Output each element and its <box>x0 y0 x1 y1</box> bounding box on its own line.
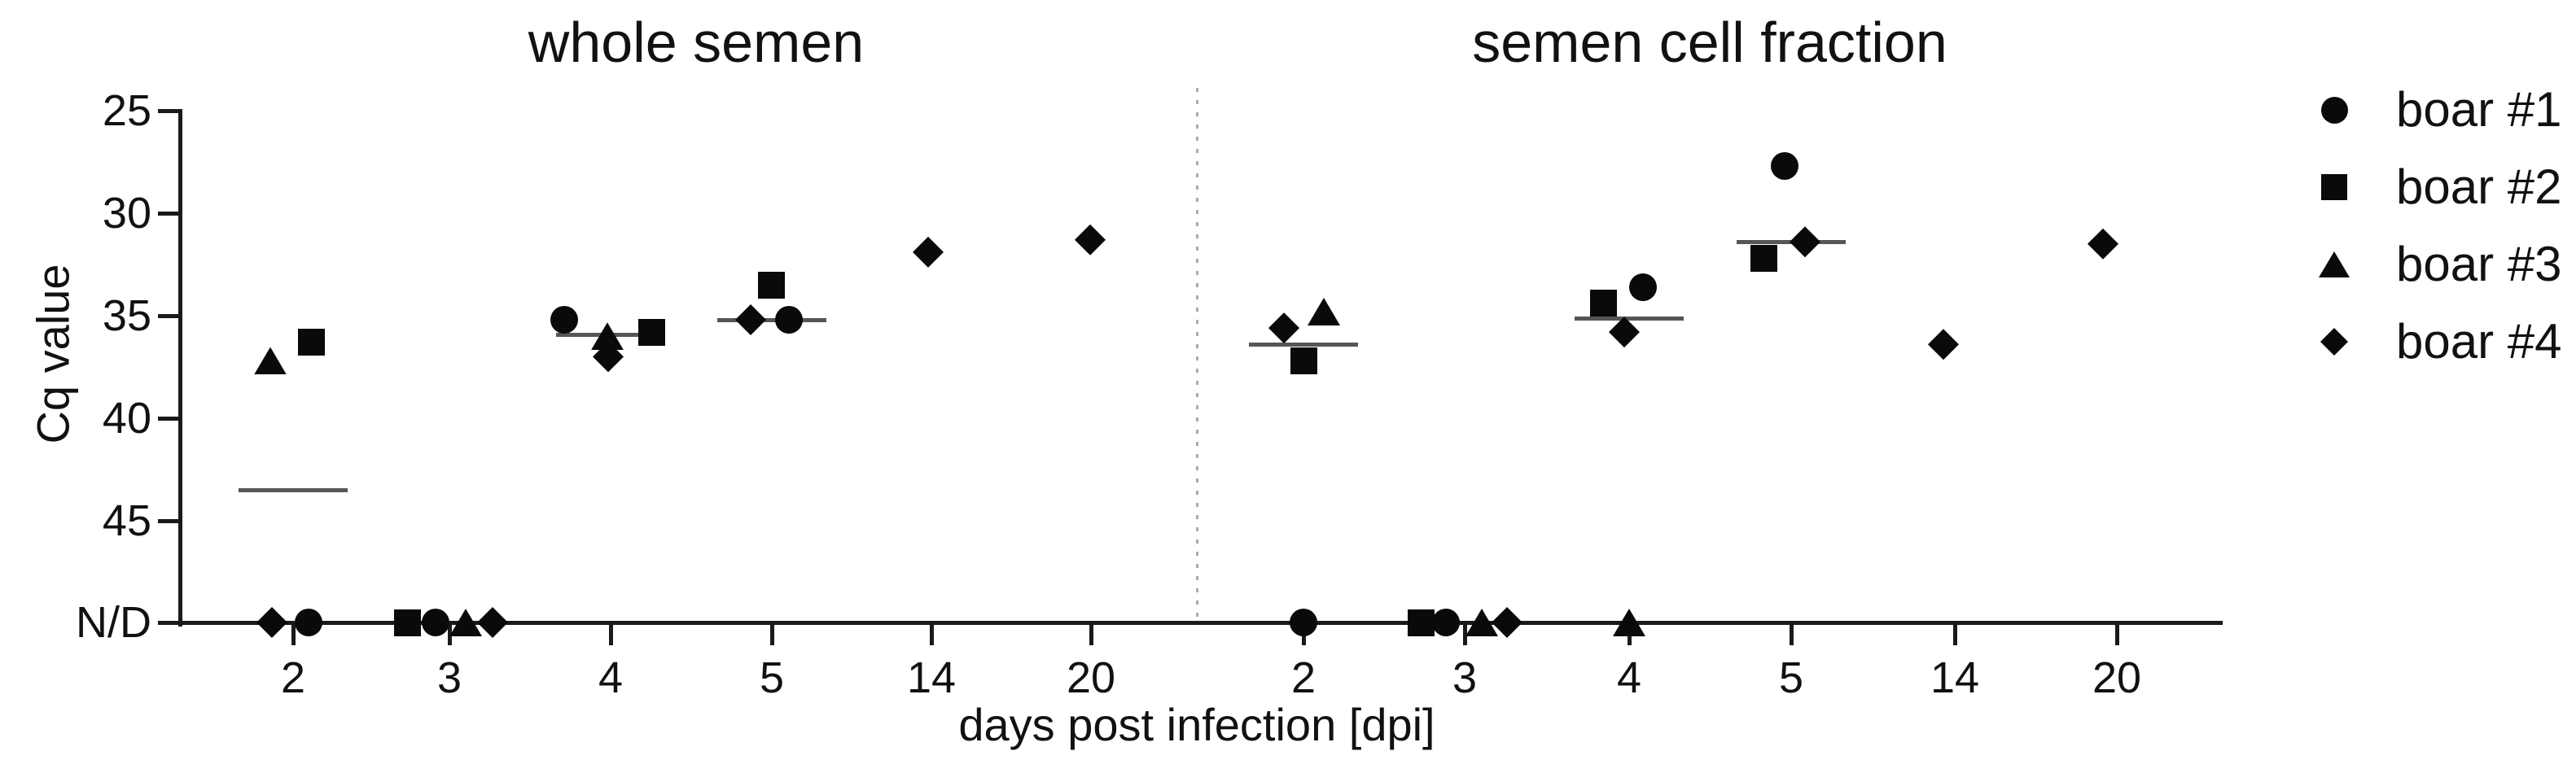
y-tick-label: 45 <box>102 496 151 545</box>
x-axis-title: days post infection [dpi] <box>958 699 1435 750</box>
point-triangle <box>254 347 287 375</box>
point-square <box>1407 609 1435 636</box>
point-diamond <box>2088 228 2118 260</box>
y-tick-mark <box>158 212 179 216</box>
x-tick-label: 5 <box>1778 653 1804 702</box>
x-tick-label: 2 <box>1290 653 1316 702</box>
point-diamond <box>913 236 944 268</box>
point-circle <box>550 306 578 334</box>
point-circle <box>295 609 322 636</box>
legend-marker-triangle <box>2319 251 2350 277</box>
x-tick-label: 14 <box>1930 653 1980 702</box>
x-tick-label: 14 <box>906 653 957 702</box>
point-diamond <box>256 607 287 638</box>
point-diamond <box>477 607 508 638</box>
x-tick-mark <box>448 624 452 645</box>
y-tick-label: 35 <box>102 291 151 340</box>
panel-title-semen-cell-fraction: semen cell fraction <box>1472 11 1947 74</box>
x-tick-mark <box>1953 624 1957 645</box>
legend-marker-square <box>2321 174 2347 200</box>
point-square <box>393 609 421 636</box>
point-diamond <box>1928 329 1959 360</box>
legend-label: boar #3 <box>2396 237 2562 291</box>
y-tick-mark <box>158 519 179 523</box>
median-line <box>1575 316 1684 321</box>
point-diamond <box>1790 226 1820 258</box>
point-diamond <box>1609 317 1640 348</box>
legend-label: boar #2 <box>2396 159 2562 214</box>
point-diamond <box>1075 224 1106 255</box>
point-circle <box>1432 609 1460 636</box>
y-tick-label: 40 <box>102 394 151 443</box>
panel-divider-line <box>1196 88 1198 622</box>
x-axis-line <box>178 621 2223 625</box>
x-tick-label: 4 <box>1616 653 1642 702</box>
panel-title-whole-semen: whole semen <box>528 11 865 74</box>
y-tick-label: 25 <box>102 86 151 135</box>
median-line <box>239 488 348 493</box>
y-tick-mark <box>158 417 179 421</box>
point-square <box>1589 290 1617 317</box>
legend-marker-circle <box>2320 96 2348 124</box>
point-circle <box>775 306 803 334</box>
y-tick-mark <box>158 314 179 318</box>
x-tick-mark <box>770 624 774 645</box>
x-tick-mark <box>1790 624 1794 645</box>
x-tick-label: 2 <box>280 653 306 702</box>
y-tick-label-nd: N/D <box>76 598 151 647</box>
x-tick-mark <box>609 624 613 645</box>
point-triangle <box>1308 297 1340 325</box>
legend-marker-diamond <box>2320 328 2348 356</box>
point-square <box>1290 347 1317 374</box>
point-diamond <box>1268 312 1299 344</box>
y-tick-mark <box>158 621 179 625</box>
point-square <box>637 318 665 346</box>
point-circle <box>1771 152 1798 181</box>
point-square <box>297 329 325 356</box>
x-tick-mark <box>2115 624 2119 645</box>
x-tick-label: 20 <box>1066 653 1116 702</box>
point-diamond <box>735 304 766 336</box>
x-tick-mark <box>1463 624 1467 645</box>
y-tick-label: 30 <box>102 189 151 238</box>
x-tick-label: 20 <box>2092 653 2142 702</box>
x-tick-label: 3 <box>436 653 462 702</box>
point-circle <box>1290 609 1317 636</box>
legend-label: boar #1 <box>2396 82 2562 137</box>
y-axis-line <box>178 109 182 627</box>
point-square <box>1750 244 1777 272</box>
x-tick-label: 4 <box>598 653 624 702</box>
x-tick-label: 5 <box>759 653 785 702</box>
point-circle <box>1629 273 1657 301</box>
x-tick-mark <box>930 624 934 645</box>
x-tick-label: 3 <box>1452 653 1478 702</box>
point-square <box>757 271 785 299</box>
median-line <box>717 318 826 323</box>
median-line <box>1249 343 1358 347</box>
legend-label: boar #4 <box>2396 314 2562 369</box>
point-circle <box>422 609 449 636</box>
y-tick-mark <box>158 109 179 113</box>
x-tick-mark <box>1089 624 1093 645</box>
x-tick-mark <box>291 624 296 645</box>
